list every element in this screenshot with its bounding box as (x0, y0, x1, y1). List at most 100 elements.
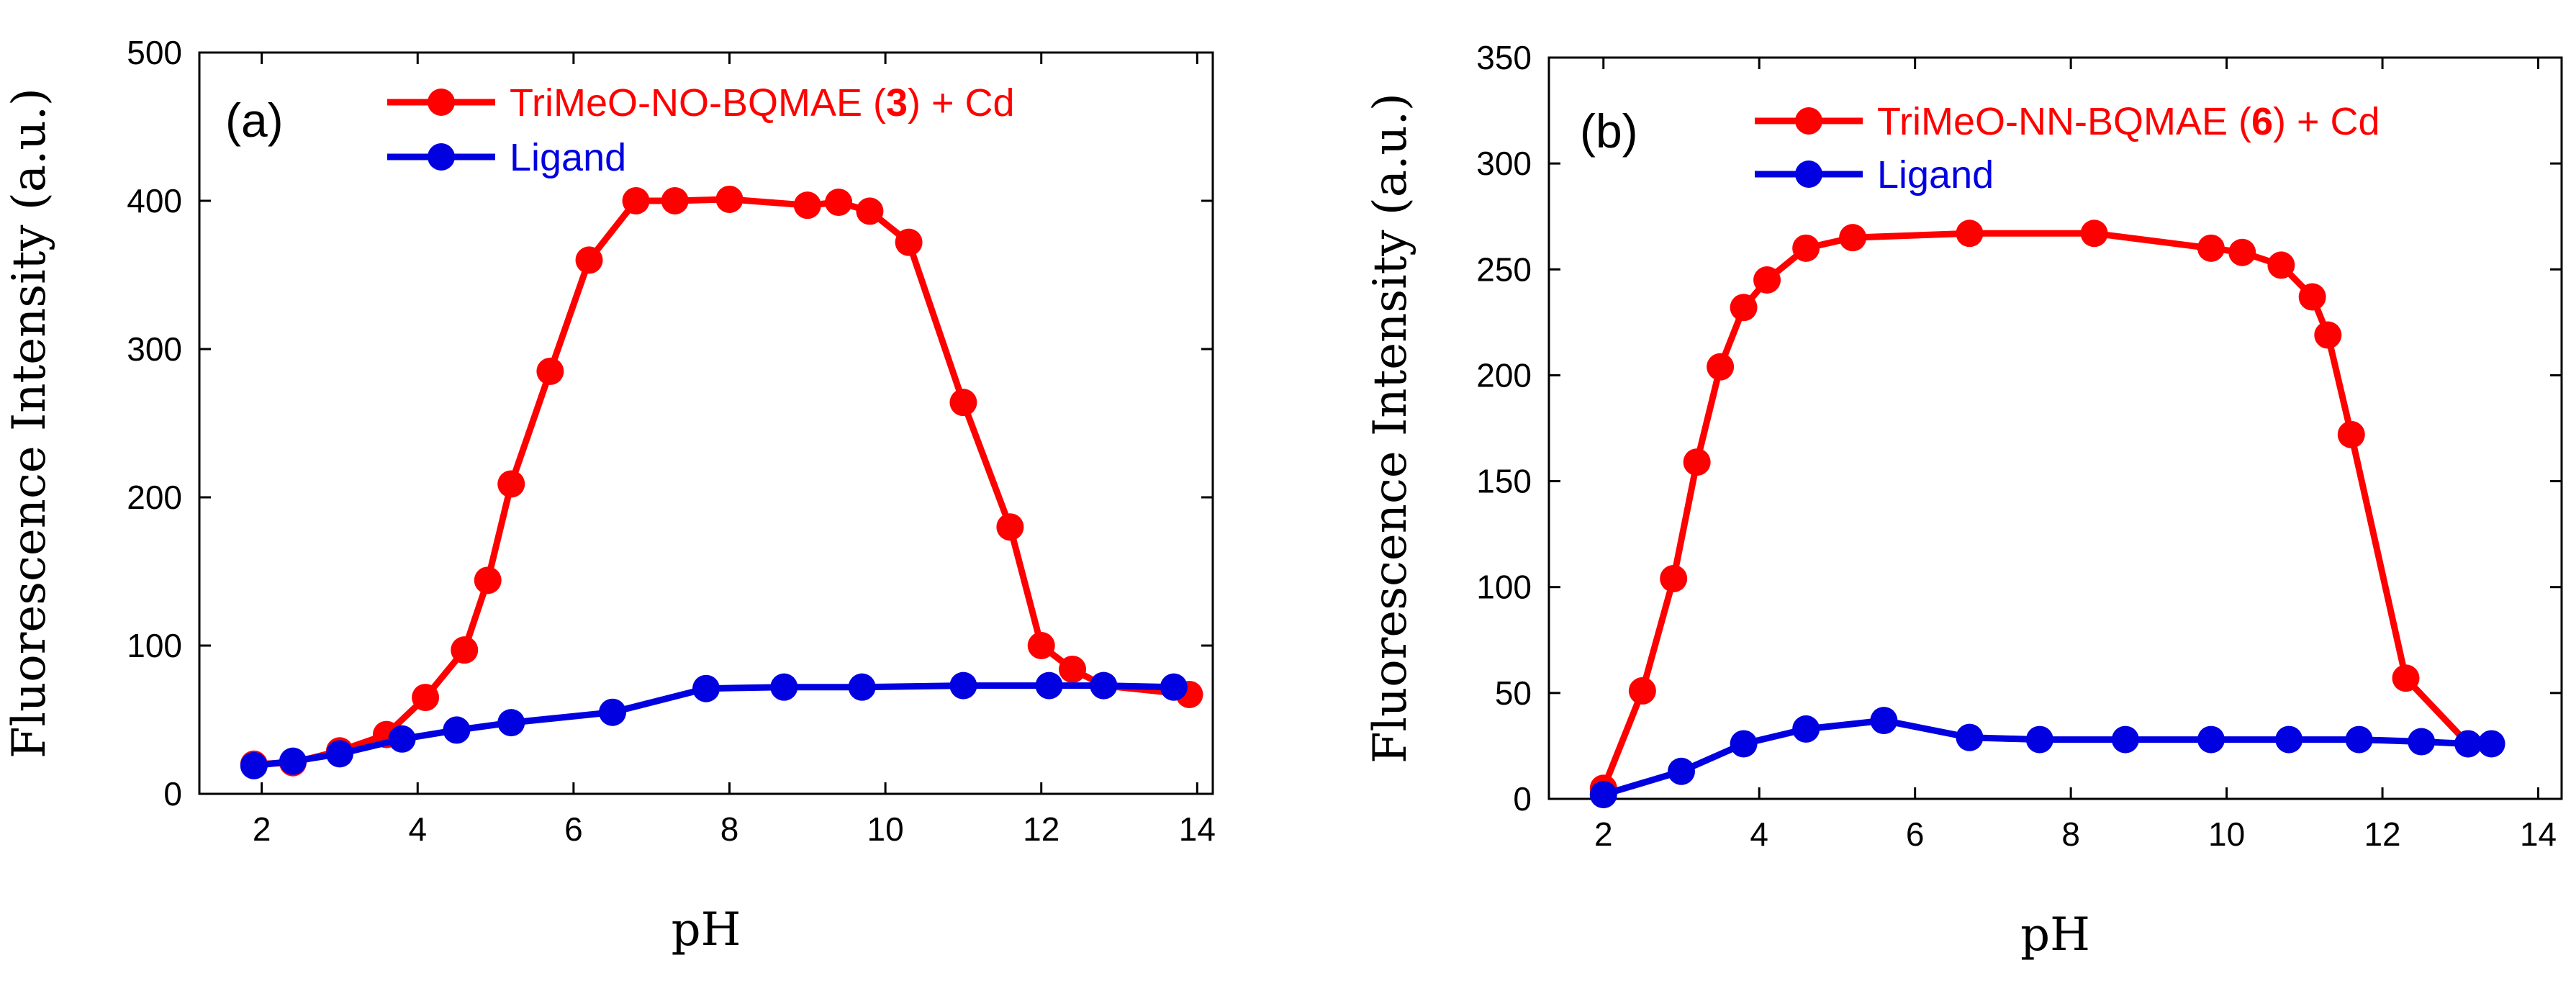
y-axis-label: Fluorescence Intensity (a.u.) (1364, 93, 1417, 764)
data-point (536, 357, 564, 385)
legend-text-part: ) + Cd (2273, 100, 2380, 143)
data-point (2111, 725, 2139, 754)
x-tick-label: 6 (564, 810, 583, 848)
y-tick-label: 250 (1476, 250, 1532, 288)
data-point (1792, 234, 1820, 262)
legend-text-part: TriMeO-NO-BQMAE ( (510, 81, 886, 125)
y-tick-label: 300 (127, 330, 182, 368)
y-tick-label: 500 (127, 34, 182, 71)
x-tick-label: 14 (1179, 810, 1216, 848)
legend-marker (1795, 107, 1822, 135)
data-point (2477, 730, 2505, 758)
data-point (2267, 251, 2295, 279)
data-point (1667, 757, 1695, 785)
data-point (2228, 238, 2256, 266)
data-point (1683, 448, 1711, 476)
data-point (325, 740, 353, 768)
series-complex (1589, 220, 2482, 802)
data-point (1956, 220, 1984, 248)
legend-text-part: Ligand (1877, 153, 1994, 196)
x-tick-label: 12 (2364, 815, 2400, 853)
legend-marker (428, 89, 455, 116)
data-point (1589, 781, 1617, 809)
data-point (2197, 234, 2225, 262)
data-point (412, 684, 440, 712)
y-tick-label: 0 (1513, 780, 1532, 818)
x-tick-label: 14 (2520, 815, 2557, 853)
data-point (1660, 564, 1688, 592)
x-tick-label: 12 (1023, 810, 1059, 848)
x-tick-label: 8 (2061, 815, 2080, 853)
legend-entry-label: Ligand (1877, 153, 1994, 196)
data-point (2314, 321, 2342, 349)
data-point (895, 228, 923, 256)
data-point (2080, 220, 2108, 248)
data-point (661, 187, 689, 214)
data-point (622, 187, 650, 214)
x-tick-label: 4 (408, 810, 427, 848)
data-point (1956, 723, 1984, 751)
data-point (848, 673, 876, 701)
legend-entry-label: Ligand (510, 136, 626, 179)
y-tick-label: 350 (1476, 39, 1532, 76)
series-line (1600, 230, 2472, 792)
legend-marker (1795, 160, 1822, 188)
data-point (2392, 664, 2420, 692)
legend-text-part: ) + Cd (908, 81, 1015, 125)
data-point (497, 470, 525, 498)
data-point (2025, 725, 2053, 754)
data-point (949, 671, 977, 700)
data-point (2337, 420, 2365, 448)
series-ligand (240, 671, 1188, 779)
y-tick-label: 150 (1476, 463, 1532, 500)
y-tick-label: 100 (127, 627, 182, 664)
data-point (497, 709, 525, 737)
legend-text-bold: 6 (2251, 100, 2273, 143)
x-tick-label: 8 (720, 810, 739, 848)
y-tick-label: 200 (1476, 356, 1532, 394)
legend: TriMeO-NN-BQMAE (6) + Cd Ligand (1755, 100, 2380, 196)
data-point (2408, 728, 2436, 756)
legend: TriMeO-NO-BQMAE (3) + Cd Ligand (387, 81, 1015, 179)
chart-panel-a: 2 4 6 8 10 12 14 0 100 200 300 400 500 pH Fluorescence… (3, 34, 1216, 956)
x-tick-label: 6 (1906, 815, 1925, 853)
data-point (2275, 725, 2303, 754)
y-tick-label: 50 (1495, 674, 1532, 712)
x-tick-label: 2 (253, 810, 271, 848)
x-axis-label: pH (672, 903, 741, 956)
data-point (996, 513, 1024, 541)
data-point (240, 751, 268, 779)
data-point (692, 674, 720, 702)
data-point (2345, 725, 2373, 754)
y-tick-label: 300 (1476, 145, 1532, 182)
data-point (1628, 677, 1656, 705)
legend-entry-label: TriMeO-NN-BQMAE (6) + Cd (1877, 100, 2380, 143)
panel-label: (b) (1580, 104, 1638, 158)
y-tick-label: 100 (1476, 569, 1532, 606)
data-point (825, 189, 853, 217)
chart-panel-b: 2 4 6 8 10 12 14 0 50 100 150 200 250 300 350 pH Fluores… (1364, 39, 2563, 962)
data-point (1753, 266, 1781, 294)
legend-entry-label: TriMeO-NO-BQMAE (3) + Cd (510, 81, 1015, 125)
x-tick-label: 4 (1750, 815, 1768, 853)
y-tick-label: 200 (127, 479, 182, 516)
legend-text-part: TriMeO-NN-BQMAE ( (1877, 100, 2251, 143)
legend-text-bold: 3 (886, 81, 908, 125)
y-tick-label: 0 (163, 775, 182, 813)
x-tick-label: 10 (2208, 815, 2245, 853)
data-point (770, 673, 798, 701)
y-axis-label: Fluorescence Intensity (a.u.) (3, 88, 56, 759)
x-axis-label: pH (2020, 908, 2090, 962)
data-point (1730, 730, 1758, 758)
y-tick-label: 400 (127, 182, 182, 220)
data-point (451, 636, 479, 664)
data-point (279, 747, 307, 775)
data-point (1730, 294, 1758, 322)
data-point (949, 389, 977, 417)
panel-label: (a) (225, 94, 284, 147)
data-point (474, 566, 502, 594)
data-point (1707, 353, 1735, 381)
data-point (575, 246, 603, 274)
data-point (443, 716, 471, 744)
